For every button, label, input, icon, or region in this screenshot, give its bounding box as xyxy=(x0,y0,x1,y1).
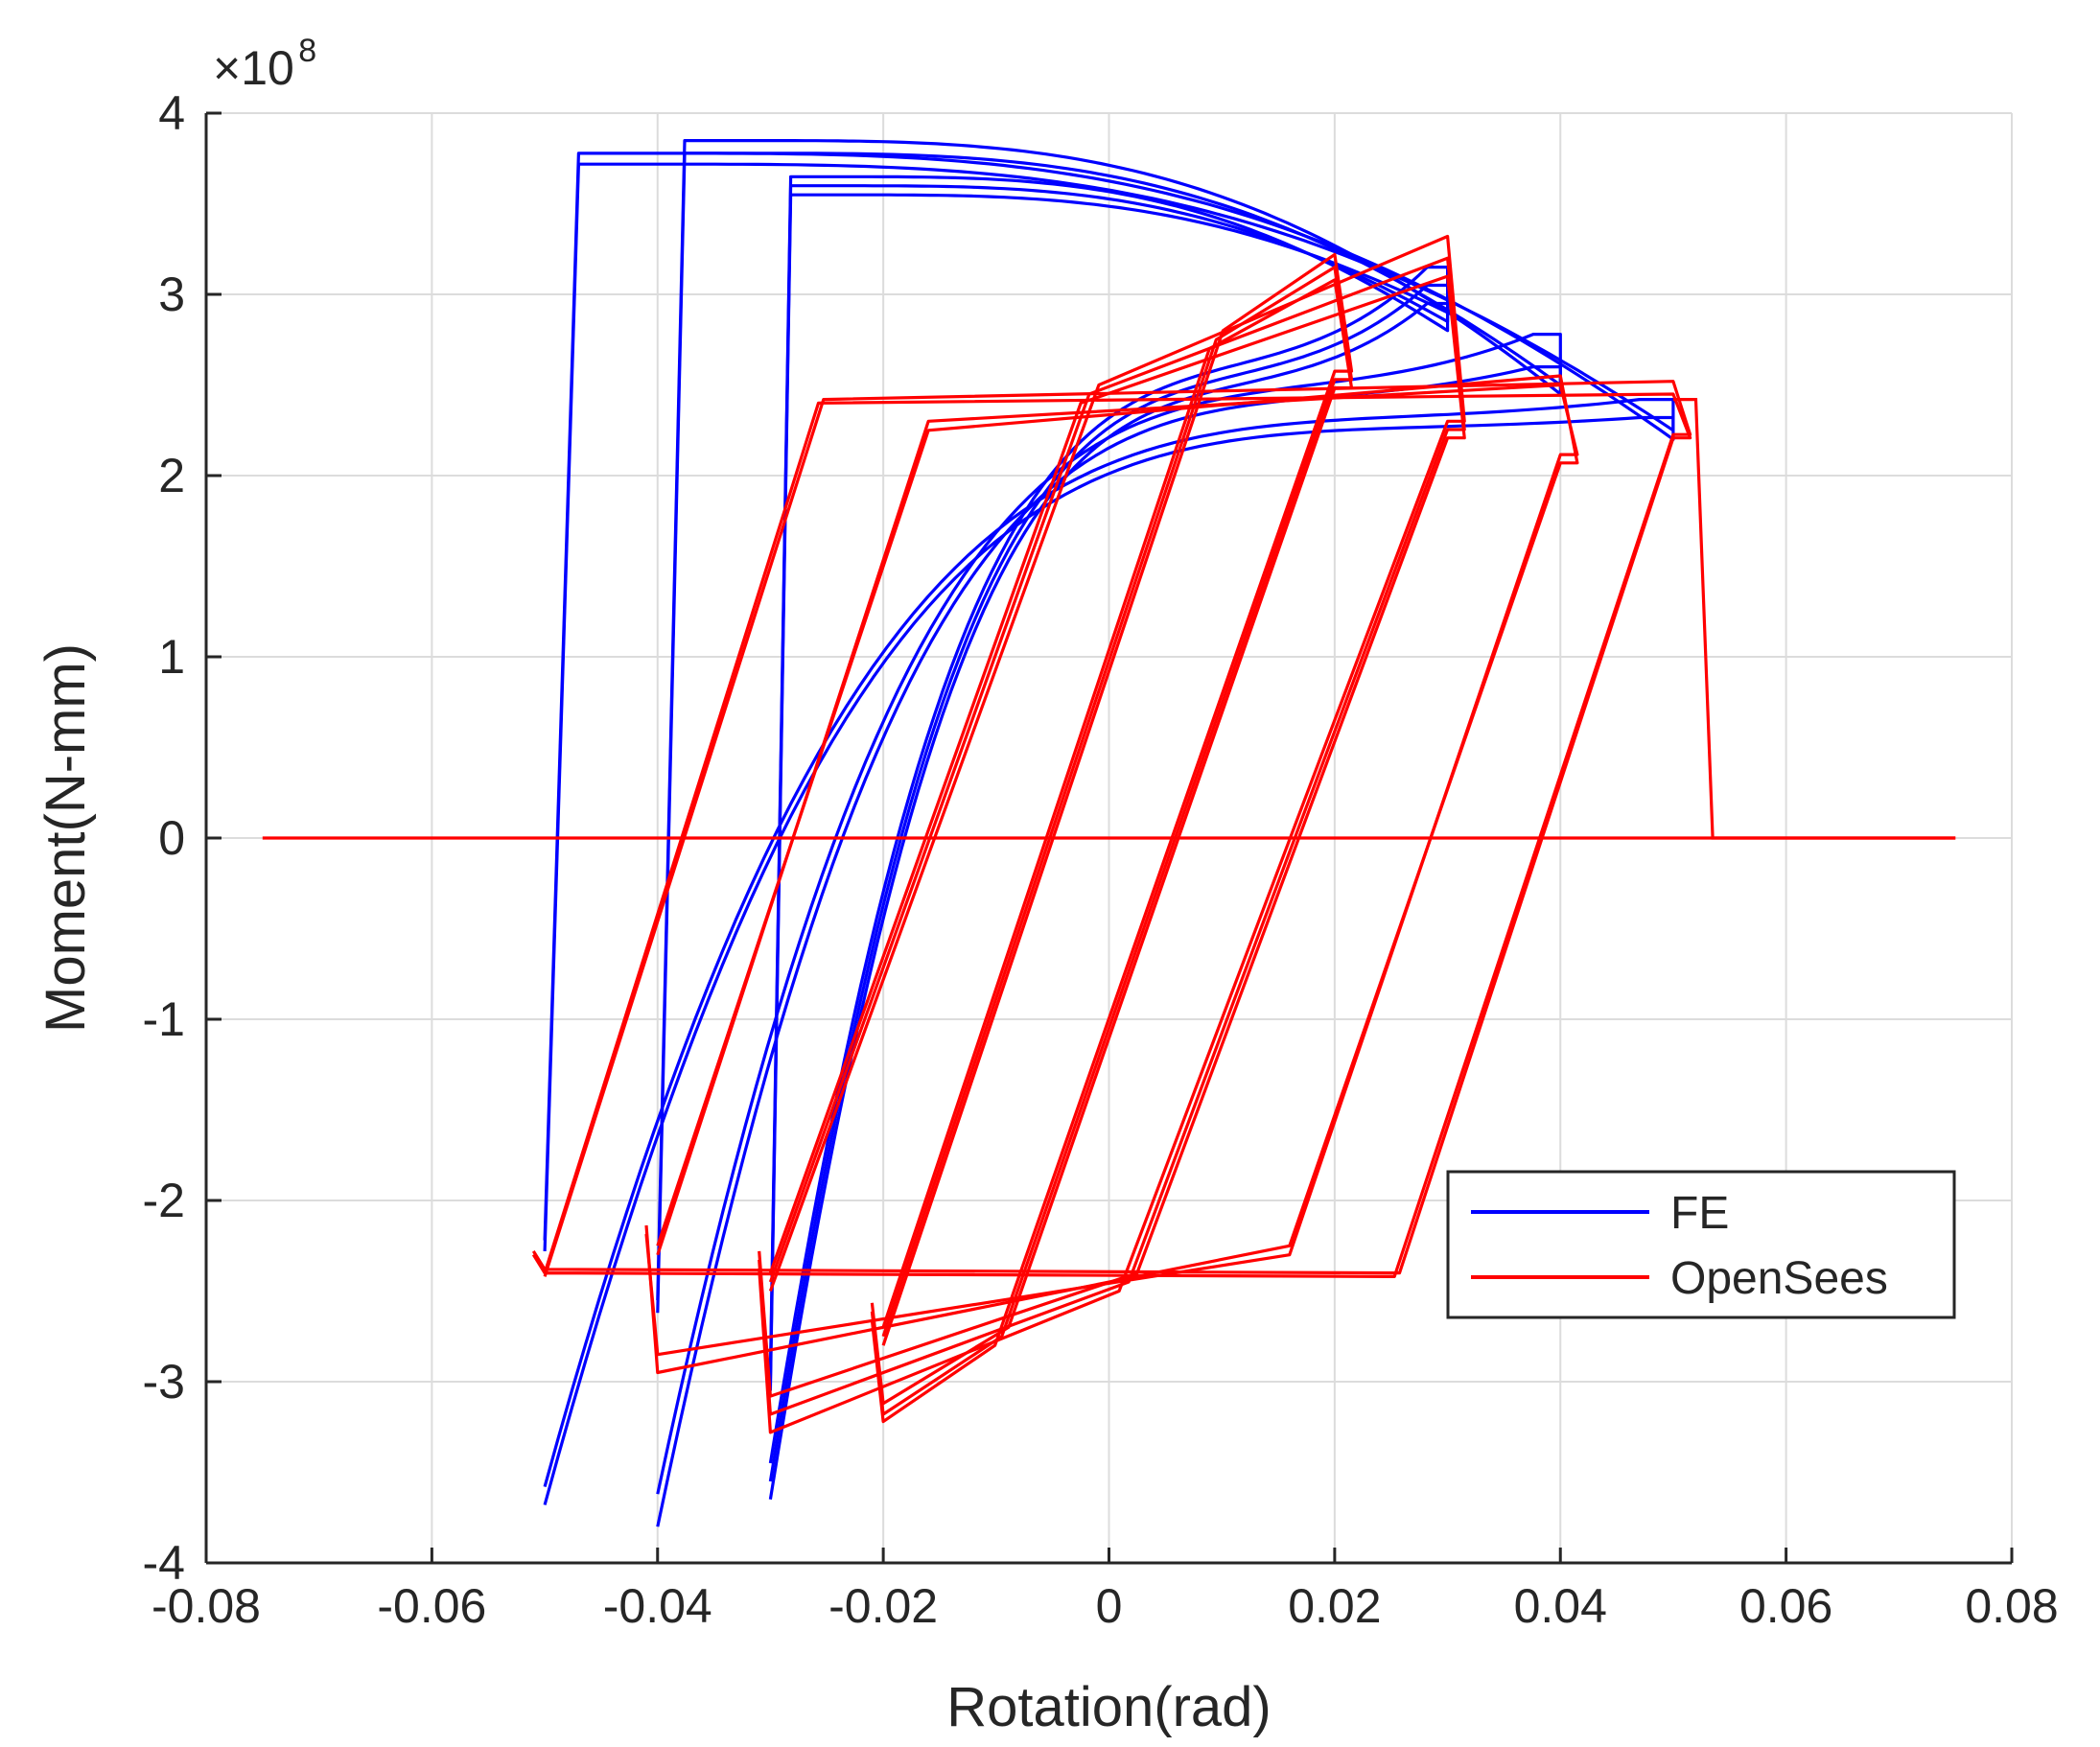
x-tick-label: 0.02 xyxy=(1288,1579,1381,1633)
series-opensees xyxy=(262,234,1956,1434)
series-loop xyxy=(758,274,1466,1398)
legend-label-opensees: OpenSees xyxy=(1670,1253,1888,1304)
y-tick-label: -2 xyxy=(143,1174,185,1227)
x-tick-label: 0.06 xyxy=(1739,1579,1832,1633)
series-loop xyxy=(768,175,1450,1501)
y-axis-exponent-power: 8 xyxy=(298,33,316,69)
y-tick-label: 4 xyxy=(158,86,185,140)
series-loop xyxy=(543,151,1675,1505)
x-tick-label: 0.04 xyxy=(1514,1579,1607,1633)
x-tick-label: -0.04 xyxy=(603,1579,712,1633)
x-tick-label: 0 xyxy=(1096,1579,1123,1633)
series-loop xyxy=(531,392,1692,1275)
series-loop xyxy=(758,256,1466,1416)
y-axis-title: Moment(N-mm) xyxy=(35,643,97,1033)
x-tick-label: -0.08 xyxy=(152,1579,261,1633)
series-loop xyxy=(543,162,1675,1488)
y-tick-label: 0 xyxy=(158,811,185,865)
y-tick-label: -1 xyxy=(143,992,185,1046)
legend: FE OpenSees xyxy=(1446,1170,1956,1319)
legend-label-fe: FE xyxy=(1670,1188,1729,1239)
x-tick-label: -0.02 xyxy=(828,1579,938,1633)
fracture-path xyxy=(1672,398,1956,840)
series-loop xyxy=(758,234,1466,1434)
series-loop xyxy=(531,380,1692,1278)
x-axis-title: Rotation(rad) xyxy=(946,1676,1271,1738)
ticks: -0.08 -0.06 -0.04 -0.02 0 0.02 0.04 0.06 0.08 -4 -… xyxy=(143,86,2059,1633)
series-loop xyxy=(644,374,1579,1375)
y-tick-label: -3 xyxy=(143,1355,185,1409)
x-tick-label: 0.08 xyxy=(1965,1579,2058,1633)
x-tick-label: -0.06 xyxy=(377,1579,486,1633)
y-tick-label: 3 xyxy=(158,268,185,321)
y-axis-exponent: ×10 8 xyxy=(213,33,316,95)
series-loop xyxy=(870,252,1354,1424)
series-loop xyxy=(644,383,1579,1357)
legend-box xyxy=(1446,1170,1956,1319)
data-series xyxy=(262,139,1956,1527)
axis-labels: Rotation(rad) Moment(N-mm) ×10 8 xyxy=(35,33,1272,1738)
y-axis-exponent-base: ×10 xyxy=(213,41,294,95)
y-tick-label: 2 xyxy=(158,449,185,502)
y-tick-label: -4 xyxy=(143,1536,185,1590)
y-tick-label: 1 xyxy=(158,630,185,684)
